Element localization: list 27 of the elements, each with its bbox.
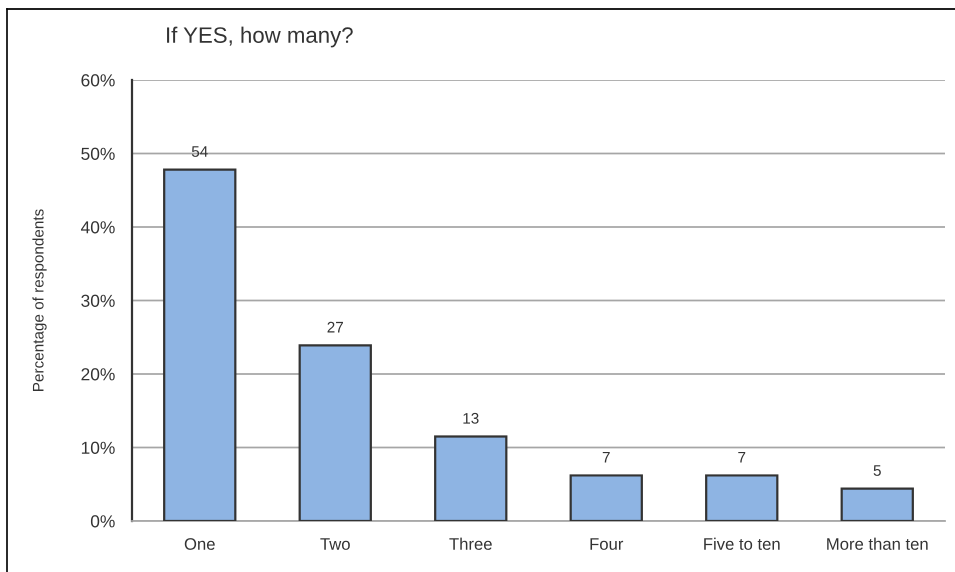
annotation: 27 [328, 322, 343, 332]
x-tick-label: Four [590, 538, 624, 550]
x-tick-label: Five to ten [704, 538, 780, 550]
y-tick-label: 10% [82, 442, 115, 454]
bar [705, 474, 778, 521]
y-tick-label: 50% [81, 148, 115, 160]
annotation: 54 [192, 146, 208, 157]
y-tick-label: 30% [81, 294, 115, 307]
annotation: 7 [738, 452, 746, 463]
annotation: 7 [602, 452, 610, 463]
annotation: 5 [874, 465, 881, 476]
y-tick-label: 20% [81, 368, 115, 380]
x-tick-label: Two [320, 538, 350, 550]
bar [163, 168, 236, 521]
y-tick-label: 0% [90, 515, 115, 528]
y-axis-title: Percentage of respondents [32, 209, 47, 391]
y-tick-label: 60% [81, 74, 115, 86]
y-tick-label: 40% [80, 221, 115, 234]
x-tick-label: Three [449, 538, 492, 550]
bar [434, 435, 508, 521]
annotation: 13 [463, 412, 479, 424]
bar [840, 488, 914, 521]
bar [570, 474, 643, 521]
x-tick-label: More than ten [827, 538, 928, 550]
chart-title: If YES, how many? [167, 26, 353, 48]
bar [298, 344, 372, 521]
x-tick-label: One [184, 538, 215, 550]
